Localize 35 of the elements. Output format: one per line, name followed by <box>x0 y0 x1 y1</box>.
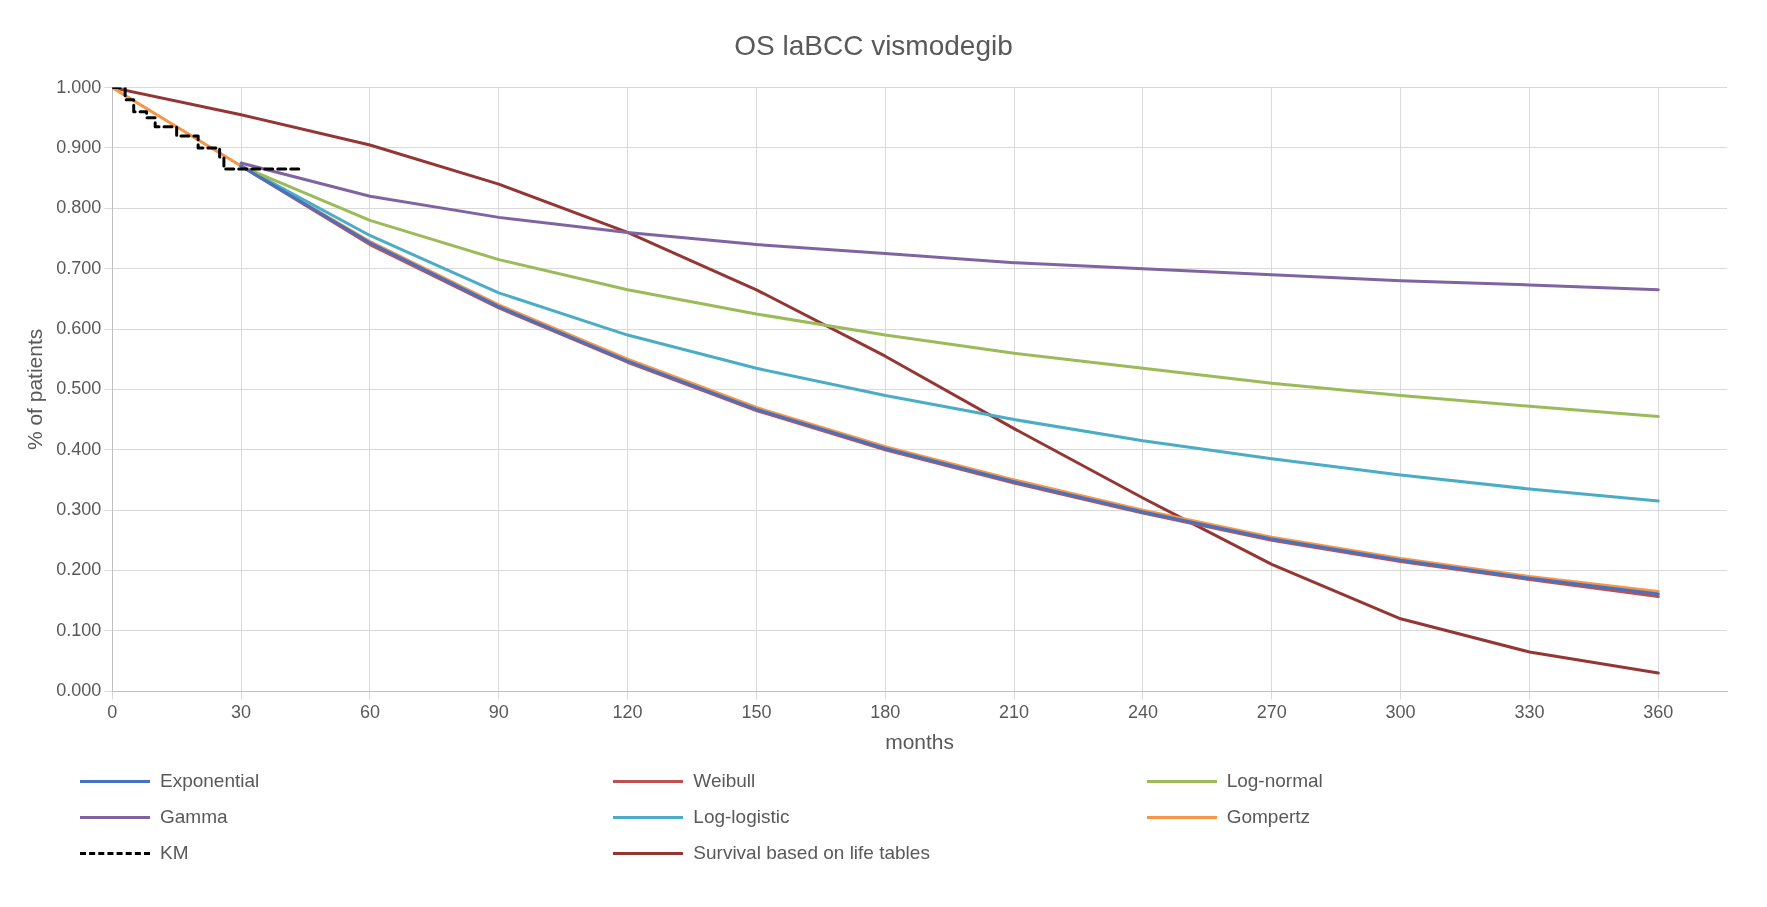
legend-label: Survival based on life tables <box>693 842 930 864</box>
y-tick-label: 0.400 <box>56 438 102 459</box>
x-tick-label: 240 <box>1127 701 1158 722</box>
x-tick-label: 210 <box>999 701 1030 722</box>
y-tick-label: 0.300 <box>56 499 102 520</box>
y-axis-title: % of patients <box>23 328 47 451</box>
legend-label: Gamma <box>160 806 228 828</box>
y-tick-label: 0.700 <box>56 257 102 278</box>
legend-label: Exponential <box>160 770 260 792</box>
x-tick-label: 30 <box>231 701 252 722</box>
chart-title: OS laBCC vismodegib <box>734 29 1013 61</box>
y-tick-label: 0.800 <box>56 197 102 218</box>
y-tick-label: 0.900 <box>56 136 102 157</box>
x-tick-label: 150 <box>741 701 772 722</box>
legend-label: Log-logistic <box>693 806 790 828</box>
y-tick-label: 0.500 <box>56 378 102 399</box>
x-tick-label: 270 <box>1256 701 1287 722</box>
x-tick-label: 180 <box>870 701 901 722</box>
x-tick-label: 60 <box>359 701 380 722</box>
y-tick-label: 0.100 <box>56 619 102 640</box>
x-tick-label: 0 <box>107 701 118 722</box>
legend-label: Log-normal <box>1226 770 1323 792</box>
y-tick-label: 0.200 <box>56 559 102 580</box>
x-tick-label: 300 <box>1385 701 1416 722</box>
legend-label: Weibull <box>693 770 756 792</box>
legend-label: Gompertz <box>1226 806 1311 828</box>
legend-label: KM <box>160 842 189 864</box>
x-axis-title: months <box>885 730 955 754</box>
x-tick-label: 90 <box>488 701 509 722</box>
y-tick-label: 0.600 <box>56 318 102 339</box>
x-tick-label: 360 <box>1643 701 1674 722</box>
y-tick-label: 1.000 <box>56 76 102 97</box>
x-tick-label: 120 <box>612 701 643 722</box>
x-tick-label: 330 <box>1514 701 1545 722</box>
y-tick-label: 0.000 <box>56 680 102 701</box>
